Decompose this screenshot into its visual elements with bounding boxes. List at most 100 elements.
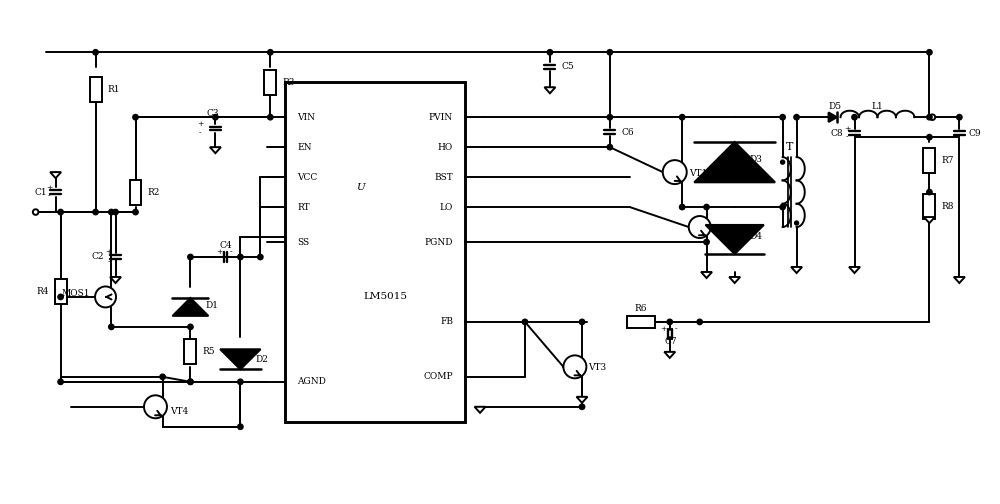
Text: SS: SS [297,237,309,246]
Circle shape [704,204,709,210]
Circle shape [927,49,932,55]
Text: -: - [48,193,50,201]
Polygon shape [577,397,588,403]
Text: R3: R3 [282,78,294,87]
Circle shape [579,319,585,325]
Circle shape [579,404,585,409]
Circle shape [258,255,263,260]
Circle shape [930,114,935,120]
Circle shape [188,379,193,385]
Text: D4: D4 [750,232,763,241]
Circle shape [213,114,218,120]
Polygon shape [50,172,61,178]
Text: D5: D5 [828,102,841,111]
Text: AGND: AGND [297,377,326,387]
Circle shape [607,114,613,120]
Polygon shape [172,298,208,316]
Circle shape [607,49,613,55]
Text: VT3: VT3 [588,363,607,372]
Text: LM5015: LM5015 [363,292,407,301]
Circle shape [133,114,138,120]
Text: C6: C6 [622,128,634,137]
Text: LO: LO [440,203,453,212]
Circle shape [109,209,114,215]
FancyBboxPatch shape [55,279,67,304]
Polygon shape [701,272,712,278]
Polygon shape [664,352,675,358]
Text: VT2: VT2 [713,224,731,232]
FancyBboxPatch shape [90,77,102,102]
Circle shape [794,114,799,120]
Circle shape [160,374,165,380]
Circle shape [607,145,613,150]
Text: D2: D2 [255,355,268,364]
Text: T: T [786,142,793,152]
Circle shape [238,379,243,385]
FancyBboxPatch shape [264,70,276,95]
FancyBboxPatch shape [184,339,196,364]
Circle shape [133,209,138,215]
FancyBboxPatch shape [285,82,465,422]
Text: EN: EN [297,143,312,152]
Circle shape [188,255,193,260]
Text: C7: C7 [664,337,677,346]
Circle shape [795,221,799,225]
Text: -: - [199,130,202,138]
Circle shape [780,204,785,210]
Circle shape [188,324,193,330]
Text: VIN: VIN [297,113,315,121]
Text: C2: C2 [91,253,104,262]
Text: +: + [46,183,52,192]
Polygon shape [705,225,764,254]
Circle shape [679,204,685,210]
Polygon shape [544,87,555,93]
Circle shape [188,379,193,385]
Circle shape [704,239,709,245]
Text: +: + [217,248,223,256]
Circle shape [852,114,857,120]
Polygon shape [694,142,775,182]
Text: VCC: VCC [297,172,318,181]
Text: -: - [675,325,678,333]
Circle shape [927,190,932,195]
Text: PVIN: PVIN [429,113,453,121]
Circle shape [679,114,685,120]
Text: BST: BST [434,172,453,181]
Text: U: U [356,182,365,192]
Text: C3: C3 [206,109,219,118]
Text: R6: R6 [635,304,647,313]
FancyBboxPatch shape [923,148,935,172]
Text: FB: FB [440,318,453,327]
Polygon shape [729,277,740,283]
Text: +: + [660,325,666,333]
Circle shape [58,209,63,215]
Text: R5: R5 [202,347,215,356]
Circle shape [93,49,98,55]
Circle shape [697,319,702,325]
Text: VT1: VT1 [689,169,707,177]
Circle shape [238,424,243,429]
Circle shape [268,49,273,55]
Polygon shape [791,267,802,273]
Polygon shape [210,147,221,153]
Circle shape [268,114,273,120]
Text: L1: L1 [872,102,883,111]
Circle shape [547,49,553,55]
Circle shape [781,160,785,164]
Text: C1: C1 [34,187,47,197]
Circle shape [927,135,932,140]
Text: PGND: PGND [425,237,453,246]
Text: R8: R8 [941,202,954,211]
Circle shape [58,294,63,300]
Text: C9: C9 [968,129,981,138]
Text: +: + [844,124,850,133]
Text: C5: C5 [562,62,574,71]
Text: +: + [197,120,204,128]
Circle shape [33,209,38,215]
Text: -: - [230,248,232,256]
Text: HO: HO [438,143,453,152]
Polygon shape [829,112,837,122]
Text: +: + [105,248,112,256]
Circle shape [663,160,687,184]
Text: R4: R4 [36,287,49,296]
